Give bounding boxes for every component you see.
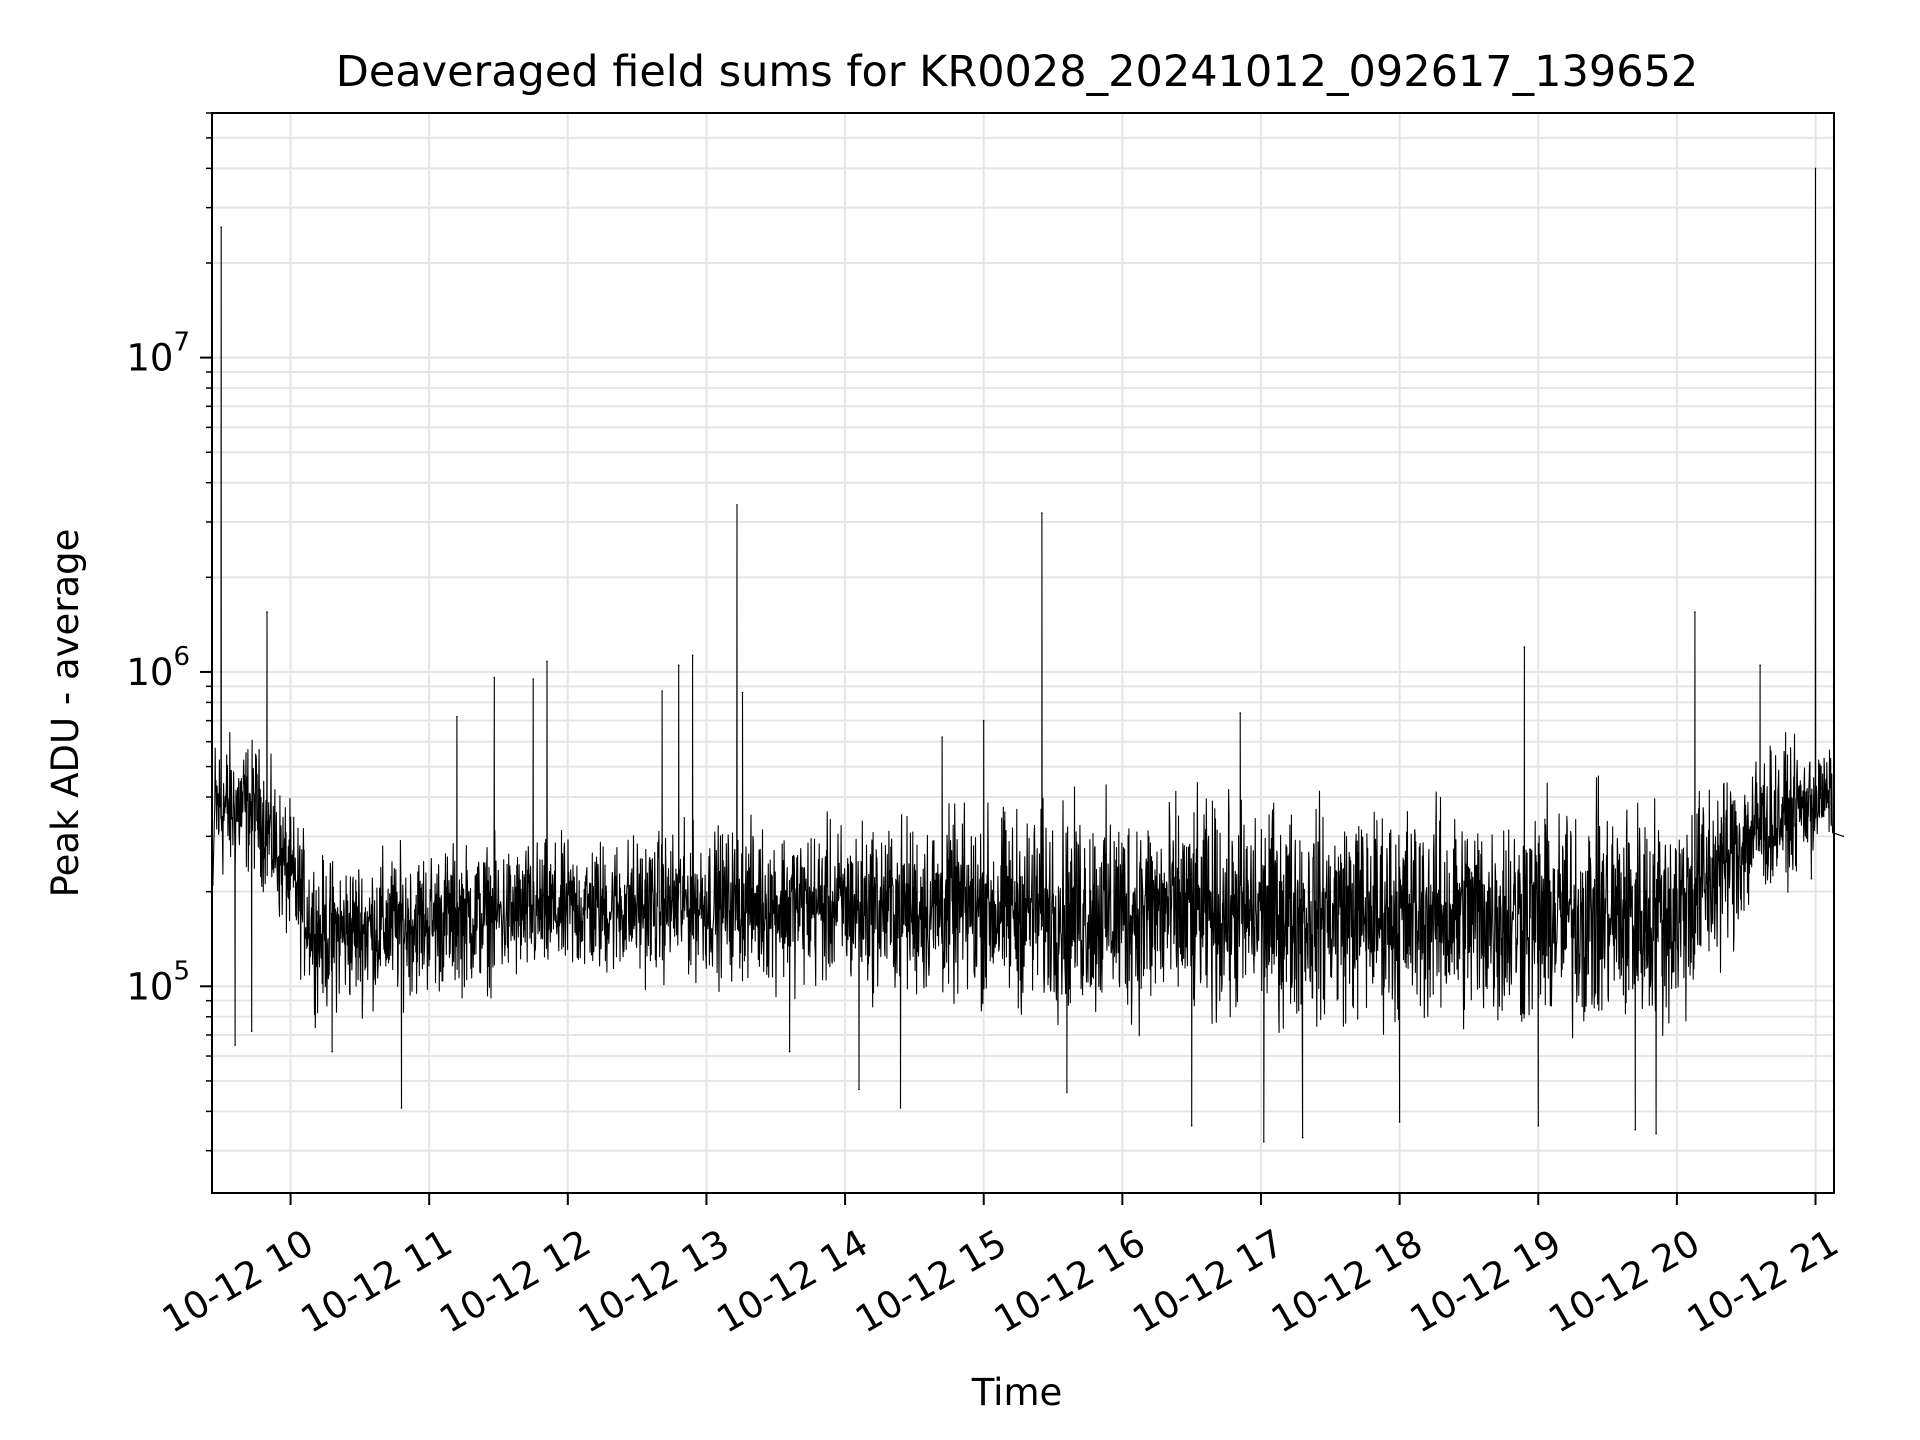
spike-point bbox=[266, 611, 268, 613]
spike-point bbox=[677, 664, 680, 667]
spike-point bbox=[1821, 803, 1824, 805]
spike-point bbox=[1041, 512, 1043, 514]
spike-point bbox=[1810, 877, 1813, 880]
spike-point bbox=[1759, 664, 1761, 667]
y-tick-label: 105 bbox=[126, 956, 190, 1008]
spike-point bbox=[546, 660, 548, 663]
spike-point bbox=[661, 690, 663, 692]
spike-point bbox=[1190, 1125, 1193, 1127]
spike-point bbox=[736, 504, 738, 506]
spike-point bbox=[1239, 712, 1241, 714]
spike-point bbox=[1066, 1091, 1068, 1094]
y-tick-label: 107 bbox=[126, 328, 190, 380]
spike-point bbox=[250, 1030, 253, 1032]
spike-point bbox=[1655, 1132, 1657, 1135]
spike-point bbox=[331, 1050, 333, 1053]
y-tick-label: 106 bbox=[126, 642, 190, 694]
spike-point bbox=[691, 654, 694, 657]
spike-point bbox=[858, 1088, 860, 1091]
spike-point bbox=[1398, 1121, 1401, 1123]
spike-point bbox=[1634, 1128, 1637, 1131]
grid bbox=[212, 112, 1834, 1193]
spike-point bbox=[899, 1107, 902, 1109]
spike-point bbox=[234, 1044, 236, 1046]
spike-point bbox=[456, 716, 458, 718]
series-line bbox=[212, 167, 1844, 1143]
spike-point bbox=[400, 1107, 403, 1109]
spike-point bbox=[1301, 1136, 1304, 1139]
spike-point bbox=[982, 719, 985, 722]
spike-point bbox=[1523, 646, 1526, 648]
x-axis-label: Time bbox=[971, 1371, 1063, 1414]
spike-point bbox=[788, 1050, 791, 1053]
spike-point bbox=[941, 736, 943, 738]
spike-point bbox=[1842, 835, 1844, 838]
spike-point bbox=[1814, 167, 1817, 170]
spike-point bbox=[223, 814, 225, 817]
spike-point bbox=[532, 678, 534, 680]
spike-point bbox=[1694, 611, 1696, 613]
series-line-group bbox=[212, 167, 1844, 1143]
spike-point bbox=[220, 226, 222, 228]
spike-point bbox=[493, 676, 496, 679]
chart-title: Deaveraged field sums for KR0028_2024101… bbox=[336, 47, 1699, 97]
spike-point bbox=[741, 691, 744, 694]
y-axis-label: Peak ADU - average bbox=[44, 529, 87, 898]
y-axis: 105 106 107 bbox=[126, 112, 212, 1152]
plot-frame bbox=[211, 112, 1835, 1194]
spike-point bbox=[1537, 1125, 1540, 1127]
spike-point bbox=[1263, 1141, 1265, 1143]
